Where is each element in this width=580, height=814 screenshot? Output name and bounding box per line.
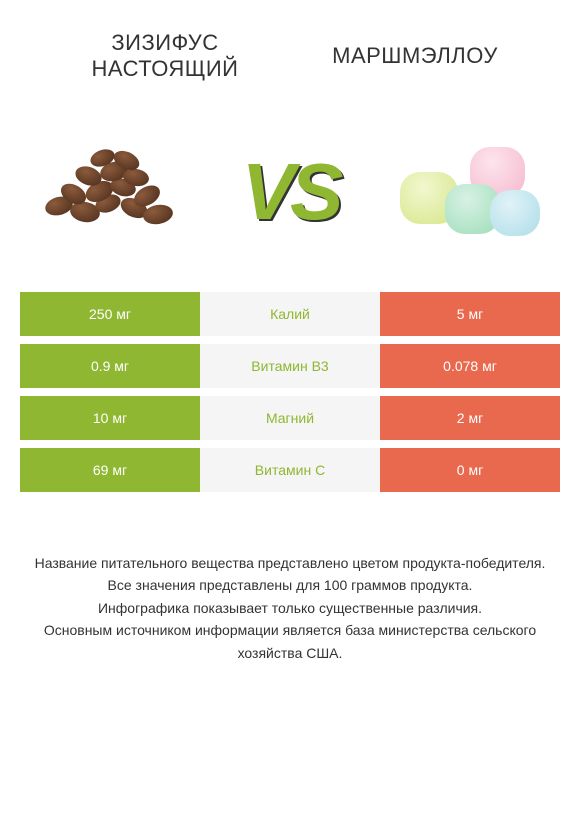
title-left: ЗИЗИФУСНАСТОЯЩИЙ — [40, 30, 290, 82]
cell-left-value: 0.9 мг — [20, 344, 200, 388]
footer-line: Все значения представлены для 100 граммо… — [20, 574, 560, 596]
cell-right-value: 0.078 мг — [380, 344, 560, 388]
images-row: VS — [0, 102, 580, 292]
cell-nutrient-name: Витамин C — [200, 448, 380, 492]
cell-nutrient-name: Калий — [200, 292, 380, 336]
table-row: 69 мгВитамин C0 мг — [20, 448, 560, 492]
marshmallow-icon — [395, 142, 545, 242]
footer-text: Название питательного вещества представл… — [0, 522, 580, 694]
table-row: 250 мгКалий5 мг — [20, 292, 560, 336]
header: ЗИЗИФУСНАСТОЯЩИЙ МАРШМЭЛЛОУ — [0, 0, 580, 102]
vs-text: VS — [242, 146, 339, 238]
footer-line: Инфографика показывает только существенн… — [20, 597, 560, 619]
cell-nutrient-name: Витамин B3 — [200, 344, 380, 388]
cell-left-value: 69 мг — [20, 448, 200, 492]
nutrient-table: 250 мгКалий5 мг 0.9 мгВитамин B30.078 мг 1… — [20, 292, 560, 492]
table-row: 0.9 мгВитамин B30.078 мг — [20, 344, 560, 388]
jujube-icon — [35, 147, 185, 237]
cell-right-value: 0 мг — [380, 448, 560, 492]
left-food-image — [30, 132, 190, 252]
cell-right-value: 5 мг — [380, 292, 560, 336]
footer-line: Основным источником информации является … — [20, 619, 560, 664]
title-right: МАРШМЭЛЛОУ — [290, 43, 540, 69]
right-food-image — [390, 132, 550, 252]
cell-left-value: 10 мг — [20, 396, 200, 440]
cell-right-value: 2 мг — [380, 396, 560, 440]
table-row: 10 мгМагний2 мг — [20, 396, 560, 440]
cell-nutrient-name: Магний — [200, 396, 380, 440]
footer-line: Название питательного вещества представл… — [20, 552, 560, 574]
cell-left-value: 250 мг — [20, 292, 200, 336]
